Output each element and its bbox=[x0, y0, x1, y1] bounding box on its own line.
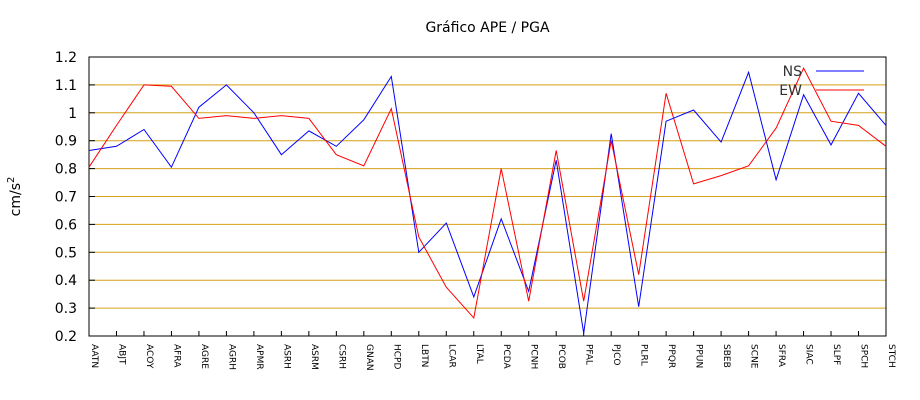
y-tick-label: 0.9 bbox=[55, 134, 77, 150]
y-tick-label: 1.1 bbox=[55, 78, 77, 94]
y-tick-label: 0.8 bbox=[55, 162, 77, 178]
legend-label-ew: EW bbox=[779, 83, 802, 99]
y-axis-label: cm/s2 bbox=[6, 177, 24, 217]
x-tick-label: AFRA bbox=[171, 344, 181, 368]
y-tick-label: 0.2 bbox=[55, 329, 77, 345]
x-tick-label: SLPF bbox=[831, 344, 841, 365]
y-tick-label: 1 bbox=[68, 106, 77, 122]
y-tick-label: 0.4 bbox=[55, 273, 77, 289]
x-tick-label: LBTN bbox=[419, 344, 429, 367]
series-line-ns bbox=[88, 70, 887, 334]
x-tick-label: ASRM bbox=[309, 344, 319, 370]
x-tick-label: PCDA bbox=[501, 344, 511, 369]
x-tick-label: SCNE bbox=[749, 344, 759, 369]
x-tick-label: ASRH bbox=[281, 344, 291, 369]
series-lines bbox=[88, 67, 887, 334]
y-tick-label: 0.5 bbox=[55, 245, 77, 261]
x-tick-label: PPUN bbox=[694, 344, 704, 368]
plot-frame bbox=[88, 56, 887, 337]
x-tick-label: AGRE bbox=[199, 344, 209, 369]
x-axis-ticks: AATN ABJT ACOY AFRA AGRE AGRH APMR ASRH ASRM CSRH… bbox=[88, 331, 896, 371]
x-tick-label: ACOY bbox=[144, 344, 154, 369]
x-tick-label: PPQR bbox=[666, 344, 676, 368]
y-axis-label-superscript: 2 bbox=[6, 177, 17, 183]
y-axis-ticks: 0.2 0.3 0.4 0.5 0.6 0.7 0.8 0.9 1 1.1 1.2 bbox=[55, 50, 95, 345]
x-tick-label: APMR bbox=[254, 344, 264, 370]
x-tick-label: STCH bbox=[886, 344, 896, 368]
x-tick-label: CSRH bbox=[336, 344, 346, 369]
y-tick-label: 1.2 bbox=[55, 50, 77, 66]
x-tick-label: PFAL bbox=[584, 344, 594, 365]
x-tick-label: AATN bbox=[89, 344, 99, 368]
y-axis-label-text: cm/s bbox=[8, 183, 24, 216]
x-tick-label: LTAL bbox=[474, 344, 484, 364]
legend-label-ns: NS bbox=[783, 64, 802, 80]
x-tick-label: LCAR bbox=[446, 344, 456, 368]
x-tick-label: ABJT bbox=[116, 344, 126, 365]
chart-title: Gráfico APE / PGA bbox=[425, 20, 549, 36]
x-tick-label: HCPD bbox=[391, 344, 401, 369]
x-tick-label: SIAC bbox=[804, 344, 814, 365]
legend: NS EW bbox=[779, 64, 864, 99]
x-tick-label: PJCO bbox=[611, 344, 621, 365]
x-tick-label: PLRL bbox=[639, 344, 649, 366]
x-tick-label: GNAN bbox=[364, 344, 374, 371]
x-tick-label: PCNH bbox=[529, 344, 539, 369]
x-tick-label: SPCH bbox=[859, 344, 869, 368]
x-tick-label: AGRH bbox=[226, 344, 236, 370]
y-tick-label: 0.7 bbox=[55, 190, 77, 206]
x-tick-label: SBEB bbox=[721, 344, 731, 368]
x-tick-label: PCOB bbox=[556, 344, 566, 369]
y-tick-label: 0.3 bbox=[55, 301, 77, 317]
x-tick-label: SFRA bbox=[776, 344, 786, 368]
y-tick-label: 0.6 bbox=[55, 217, 77, 233]
series-line-ew bbox=[88, 67, 887, 319]
